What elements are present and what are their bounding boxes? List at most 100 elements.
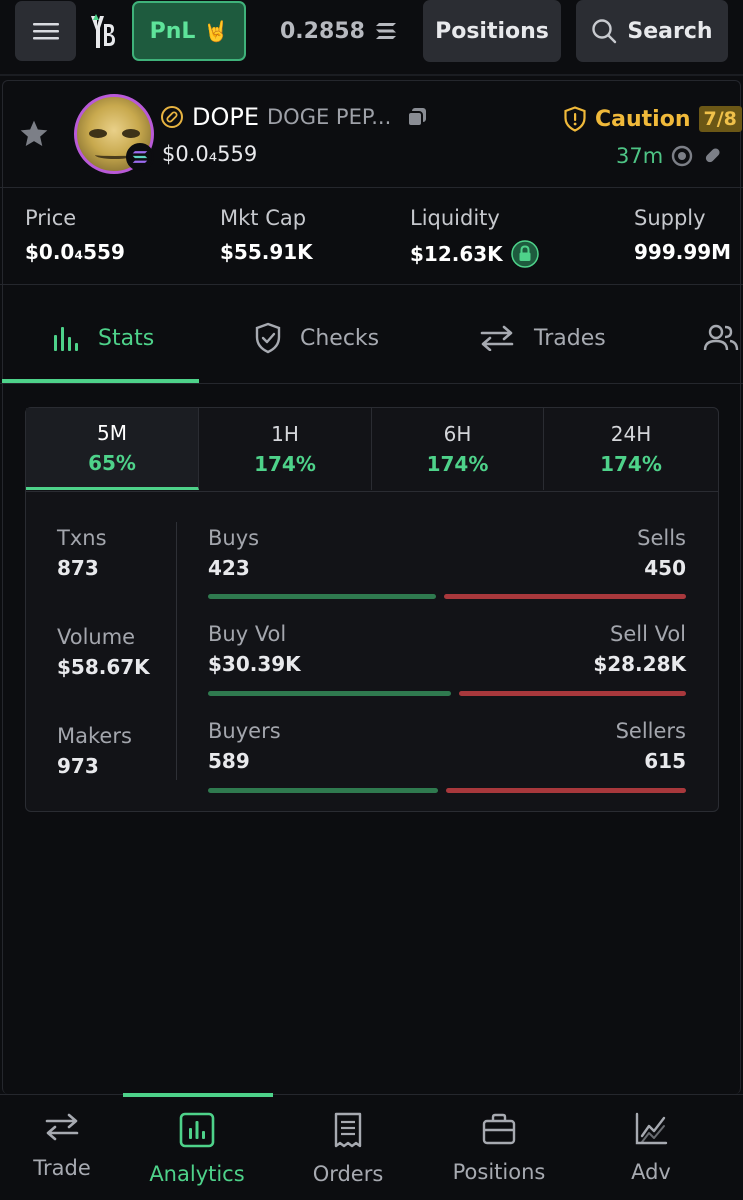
sells-value: 450 <box>644 556 686 580</box>
target-icon[interactable] <box>671 145 693 167</box>
search-label: Search <box>627 18 713 44</box>
tab-trades[interactable]: Trades <box>478 318 606 358</box>
pnl-button[interactable]: PnL 🤘 <box>132 1 246 61</box>
token-age: 37m <box>616 144 664 168</box>
active-nav-indicator <box>123 1093 273 1097</box>
pill-icon <box>161 106 183 128</box>
menu-button[interactable] <box>15 1 76 61</box>
active-tab-indicator <box>2 379 199 383</box>
buy-ratio-bar <box>208 594 436 599</box>
token-name: DOGE PEP... <box>267 105 392 129</box>
stat-volume: Volume $58.67K <box>57 625 150 679</box>
timeframe-change: 65% <box>88 450 136 475</box>
sell-ratio-bar <box>444 594 686 599</box>
rock-hand-icon: 🤘 <box>203 19 229 43</box>
timeframe-change: 174% <box>600 452 662 476</box>
safety-badge[interactable]: Caution 7/8 <box>563 103 742 135</box>
shield-alert-icon <box>564 106 586 132</box>
trend-chart-icon <box>635 1112 668 1145</box>
metric-label: Mkt Cap <box>220 206 307 230</box>
stat-txns: Txns 873 <box>57 526 107 580</box>
tab-label: Checks <box>300 325 380 351</box>
swap-icon <box>480 325 514 351</box>
nav-analytics[interactable]: Analytics <box>137 1112 257 1186</box>
tab-holders[interactable] <box>703 318 739 358</box>
metric-value: 999.99M <box>634 240 732 264</box>
bottom-navigation <box>0 1094 743 1200</box>
copy-icon[interactable] <box>405 105 429 129</box>
sells-label: Sells <box>637 526 686 550</box>
hamburger-icon <box>32 23 59 40</box>
pnl-label: PnL <box>149 18 196 44</box>
stat-value: $58.67K <box>57 655 150 679</box>
timeframe-label: 24H <box>610 422 652 446</box>
token-header <box>0 80 743 188</box>
lock-icon <box>510 240 539 268</box>
metric-supply: Supply 999.99M <box>634 206 731 264</box>
metric-liquidity: Liquidity $12.63K <box>410 206 539 268</box>
safety-label: Caution <box>595 106 691 132</box>
metric-market-cap: Mkt Cap $55.91K <box>220 206 313 264</box>
stat-value: 973 <box>57 754 99 778</box>
metric-price: Price $0.0₄559 <box>25 206 125 264</box>
token-title-row: DOPE DOGE PEP... <box>160 102 429 132</box>
timeframe-5m[interactable]: 5M 65% <box>26 408 199 490</box>
pill-link-icon[interactable] <box>701 145 723 167</box>
timeframe-1h[interactable]: 1H 174% <box>199 408 372 490</box>
tab-label: Trades <box>534 325 606 351</box>
balance-value: 0.2858 <box>280 18 365 44</box>
tab-checks[interactable]: Checks <box>254 318 379 358</box>
sell-ratio-bar <box>446 788 686 793</box>
sell-vol-value: $28.28K <box>593 652 686 676</box>
nav-label: Orders <box>312 1162 384 1186</box>
timeframe-label: 6H <box>443 422 472 446</box>
makers-ratio-bar <box>208 788 686 793</box>
buys-label: Buys <box>208 526 260 550</box>
detail-tabs <box>0 286 743 384</box>
metric-value: $55.91K <box>220 240 313 264</box>
stat-label: Txns <box>57 526 107 550</box>
timeframe-24h[interactable]: 24H 174% <box>544 408 718 490</box>
stat-label: Volume <box>57 625 136 649</box>
search-button[interactable]: Search <box>576 0 728 62</box>
nav-label: Positions <box>452 1160 546 1184</box>
metric-value: $12.63K <box>410 242 503 266</box>
solana-chain-badge-icon <box>126 143 154 171</box>
metric-label: Liquidity <box>410 206 500 230</box>
timeframe-label: 1H <box>271 422 299 446</box>
bar-chart-icon <box>54 327 78 351</box>
timeframe-6h[interactable]: 6H 174% <box>372 408 544 490</box>
timeframe-label: 5M <box>97 420 127 445</box>
swap-icon <box>45 1113 79 1141</box>
buys-value: 423 <box>208 556 250 580</box>
briefcase-icon <box>482 1113 516 1145</box>
sellers-value: 615 <box>644 749 686 773</box>
nav-positions[interactable]: Positions <box>439 1112 559 1184</box>
buys-sells-ratio-bar <box>208 594 686 599</box>
metric-label: Supply <box>634 206 706 230</box>
buyers-value: 589 <box>208 749 250 773</box>
nav-advanced[interactable]: Adv <box>591 1112 711 1184</box>
users-icon <box>703 324 739 351</box>
buys-sells-pair: Buys 423 Sells 450 <box>208 526 686 599</box>
volume-ratio-bar <box>208 691 686 696</box>
top-bar: PnL 🤘 0.2858 Positions Search <box>0 0 743 76</box>
nav-trade[interactable]: Trade <box>2 1112 122 1180</box>
stat-makers: Makers 973 <box>57 724 132 778</box>
positions-button[interactable]: Positions <box>423 0 561 62</box>
token-age-row: 37m <box>616 142 723 170</box>
stat-value: 873 <box>57 556 99 580</box>
timeframe-change: 174% <box>254 452 316 476</box>
metrics-row <box>0 189 743 285</box>
buy-sell-volume-pair: Buy Vol $30.39K Sell Vol $28.28K <box>208 622 686 696</box>
buy-vol-label: Buy Vol <box>208 622 287 646</box>
metric-label: Price <box>25 206 77 230</box>
favorite-star-icon[interactable] <box>18 118 50 150</box>
token-symbol: DOPE <box>192 103 260 131</box>
app-logo[interactable] <box>88 12 120 52</box>
wallet-balance[interactable]: 0.2858 <box>280 14 397 48</box>
sell-vol-label: Sell Vol <box>609 622 686 646</box>
nav-orders[interactable]: Orders <box>288 1112 408 1186</box>
nav-label: Adv <box>631 1160 671 1184</box>
tab-stats[interactable]: Stats <box>52 318 154 358</box>
